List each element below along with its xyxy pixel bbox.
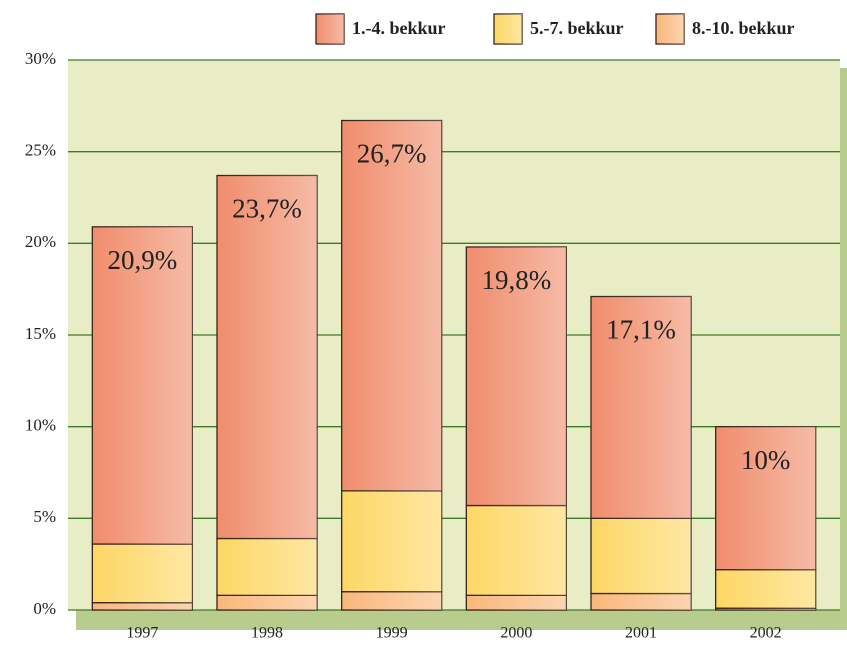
bar-sheen <box>92 544 193 603</box>
x-tick-label: 2001 <box>625 625 657 642</box>
y-tick-label: 15% <box>25 324 56 343</box>
total-label: 20,9% <box>107 245 177 275</box>
y-tick-label: 0% <box>33 599 56 618</box>
legend-label: 5.-7. bekkur <box>530 18 624 38</box>
total-label: 26,7% <box>357 139 427 169</box>
bar-sheen <box>92 226 193 545</box>
bar-sheen <box>715 608 816 610</box>
bar-sheen <box>591 518 691 594</box>
total-label: 23,7% <box>232 194 302 224</box>
bar-sheen <box>341 591 442 610</box>
x-tick-label: 1999 <box>376 625 408 642</box>
legend-label: 8.-10. bekkur <box>692 18 795 38</box>
bar-sheen <box>217 175 317 539</box>
y-tick-label: 10% <box>25 416 56 435</box>
y-tick-label: 25% <box>25 141 56 160</box>
bar-sheen <box>715 426 816 570</box>
legend-label: 1.-4. bekkur <box>352 18 446 38</box>
bar-sheen <box>591 593 691 610</box>
bar-sheen <box>466 595 567 610</box>
legend-sheen <box>656 14 684 44</box>
bar-sheen <box>341 490 442 592</box>
x-tick-label: 2000 <box>500 625 532 642</box>
bar-sheen <box>466 505 567 596</box>
bar-sheen <box>341 120 442 491</box>
y-tick-label: 5% <box>33 507 56 526</box>
total-label: 10% <box>741 445 791 475</box>
y-tick-label: 20% <box>25 232 56 251</box>
y-tick-label: 30% <box>25 49 56 68</box>
bar-sheen <box>591 296 691 519</box>
bar-sheen <box>92 602 193 610</box>
bar-sheen <box>715 569 816 609</box>
bar-sheen <box>217 538 317 596</box>
x-tick-label: 1998 <box>251 625 283 642</box>
total-label: 17,1% <box>606 315 676 345</box>
bar-sheen <box>466 247 567 506</box>
legend-sheen <box>316 14 344 44</box>
x-tick-label: 1997 <box>126 625 158 642</box>
legend-sheen <box>494 14 522 44</box>
x-tick-label: 2002 <box>750 625 782 642</box>
bar-sheen <box>217 595 317 610</box>
total-label: 19,8% <box>481 265 551 295</box>
